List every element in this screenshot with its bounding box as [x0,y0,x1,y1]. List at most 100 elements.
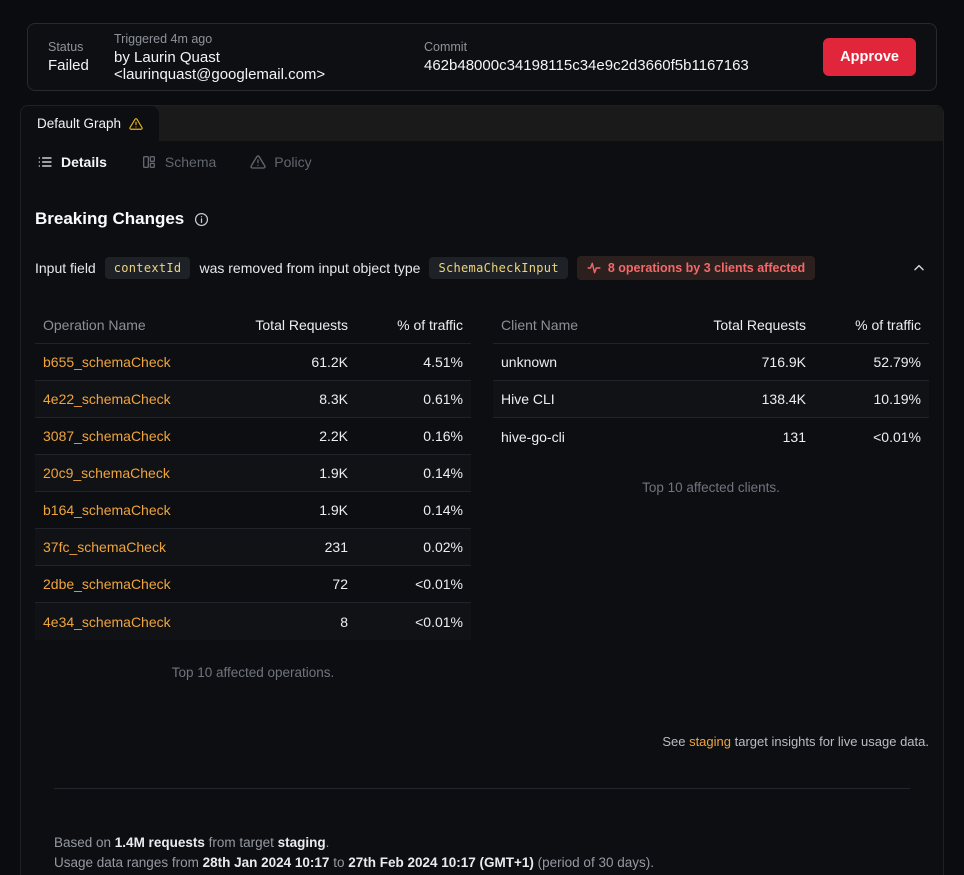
col-traffic: % of traffic [397,317,463,333]
check-summary-card: Status Failed Triggered 4m ago by Laurin… [27,23,937,91]
operation-link[interactable]: 3087_schemaCheck [43,428,171,444]
traffic-value: 0.14% [423,502,463,518]
graph-tab-label: Default Graph [37,116,122,131]
commit-block: Commit 462b48000c34198115c34e9c2d3660f5b… [424,40,823,74]
client-name: unknown [501,354,558,370]
impact-badge-label: 8 operations by 3 clients affected [607,261,806,275]
subtab-bar: Details Schema Policy [21,141,943,183]
operations-table-column: Operation Name Total Requests % of traff… [35,307,471,680]
operation-link[interactable]: b655_schemaCheck [43,354,171,370]
col-operation-name: Operation Name [43,317,146,333]
table-row: 4e34_schemaCheck 8 <0.01% [35,603,471,640]
traffic-value: 52.79% [873,354,921,370]
range-end-date: 27th Feb 2024 10:17 (GMT+1) [348,855,534,870]
insights-note: See staging target insights for live usa… [35,734,929,749]
traffic-value: 0.14% [423,465,463,481]
requests-value: 231 [324,539,348,555]
requests-value: 8.3K [319,391,348,407]
usage-prefix: Usage data ranges from [54,855,203,870]
subtab-details[interactable]: Details [37,154,107,170]
insights-note-suffix: target insights for live usage data. [730,734,929,749]
alert-triangle-icon [250,154,266,170]
col-traffic: % of traffic [855,317,921,333]
usage-to-word: to [329,855,349,870]
table-row: b164_schemaCheck 1.9K 0.14% [35,492,471,529]
requests-value: 138.4K [761,391,806,407]
type-code-pill: SchemaCheckInput [429,257,568,279]
table-row: 4e22_schemaCheck 8.3K 0.61% [35,381,471,418]
operation-link[interactable]: 37fc_schemaCheck [43,539,166,555]
triggered-block: Triggered 4m ago by Laurin Quast <laurin… [114,32,424,83]
breaking-change-item[interactable]: Input field contextId was removed from i… [35,256,929,280]
request-count: 1.4M requests [114,835,205,850]
requests-value: 2.2K [319,428,348,444]
usage-range-line: Usage data ranges from 28th Jan 2024 10:… [54,853,910,873]
based-on-prefix: Based on [54,835,115,850]
operation-link[interactable]: 2dbe_schemaCheck [43,576,171,592]
subtab-schema-label: Schema [164,154,217,170]
operation-link[interactable]: 4e22_schemaCheck [43,391,171,407]
table-row: 37fc_schemaCheck 231 0.02% [35,529,471,566]
traffic-value: <0.01% [415,613,463,630]
table-row: 20c9_schemaCheck 1.9K 0.14% [35,455,471,492]
clients-table-header: Client Name Total Requests % of traffic [493,307,929,344]
collapse-chevron-up-icon[interactable] [909,258,929,278]
affected-tables: Operation Name Total Requests % of traff… [35,307,929,680]
triggered-author: by Laurin Quast <laurinquast@googlemail.… [114,48,326,83]
requests-value: 72 [332,576,348,592]
traffic-value: <0.01% [415,576,463,592]
traffic-value: 0.61% [423,391,463,407]
commit-label: Commit [424,40,468,54]
client-name: Hive CLI [501,391,555,407]
operations-table: Operation Name Total Requests % of traff… [35,307,471,640]
table-row: hive-go-cli 131 <0.01% [493,418,929,455]
col-client-name: Client Name [501,317,579,333]
requests-value: 131 [782,428,806,445]
table-row: 3087_schemaCheck 2.2K 0.16% [35,418,471,455]
traffic-value: <0.01% [873,428,921,445]
usage-footer: Based on 1.4M requests from target stagi… [21,789,943,875]
based-on-middle: from target [204,835,278,850]
staging-target-link[interactable]: staging [689,734,731,749]
table-row: b655_schemaCheck 61.2K 4.51% [35,344,471,381]
triggered-label: Triggered 4m ago [114,31,213,46]
pulse-icon [587,261,601,275]
traffic-value: 10.19% [873,391,921,407]
info-icon[interactable] [194,212,209,227]
status-block: Status Failed [48,40,114,74]
client-name: hive-go-cli [501,428,565,445]
approve-button[interactable]: Approve [823,38,916,76]
list-icon [37,154,53,170]
section-divider [54,788,910,789]
details-content: Breaking Changes Input field contextId w… [21,183,943,789]
based-on-line: Based on 1.4M requests from target stagi… [54,833,910,853]
operation-link[interactable]: b164_schemaCheck [43,502,171,518]
requests-value: 8 [340,613,348,630]
status-value: Failed [48,57,89,74]
impact-badge: 8 operations by 3 clients affected [576,256,816,280]
usage-suffix: (period of 30 days). [533,855,654,870]
insights-note-prefix: See [662,734,690,749]
range-start-date: 28th Jan 2024 10:17 [202,855,330,870]
graph-tabstrip: Default Graph [21,106,943,141]
subtab-policy[interactable]: Policy [250,154,312,170]
operation-link[interactable]: 20c9_schemaCheck [43,465,170,481]
col-total-requests: Total Requests [713,317,806,333]
traffic-value: 0.02% [423,539,463,555]
commit-hash: 462b48000c34198115c34e9c2d3660f5b1167163 [424,57,749,74]
operations-table-header: Operation Name Total Requests % of traff… [35,307,471,344]
table-row: Hive CLI 138.4K 10.19% [493,381,929,418]
check-detail-panel: Default Graph Details Schema [20,105,944,875]
warning-triangle-icon [129,117,143,131]
operation-link[interactable]: 4e34_schemaCheck [43,613,171,630]
col-total-requests: Total Requests [255,317,348,333]
status-label: Status [48,40,84,54]
target-name: staging [277,835,326,850]
subtab-policy-label: Policy [274,154,312,170]
subtab-schema[interactable]: Schema [141,154,216,170]
table-row: unknown 716.9K 52.79% [493,344,929,381]
clients-table-caption: Top 10 affected clients. [642,480,780,495]
requests-value: 1.9K [319,502,348,518]
tab-default-graph[interactable]: Default Graph [21,106,160,141]
